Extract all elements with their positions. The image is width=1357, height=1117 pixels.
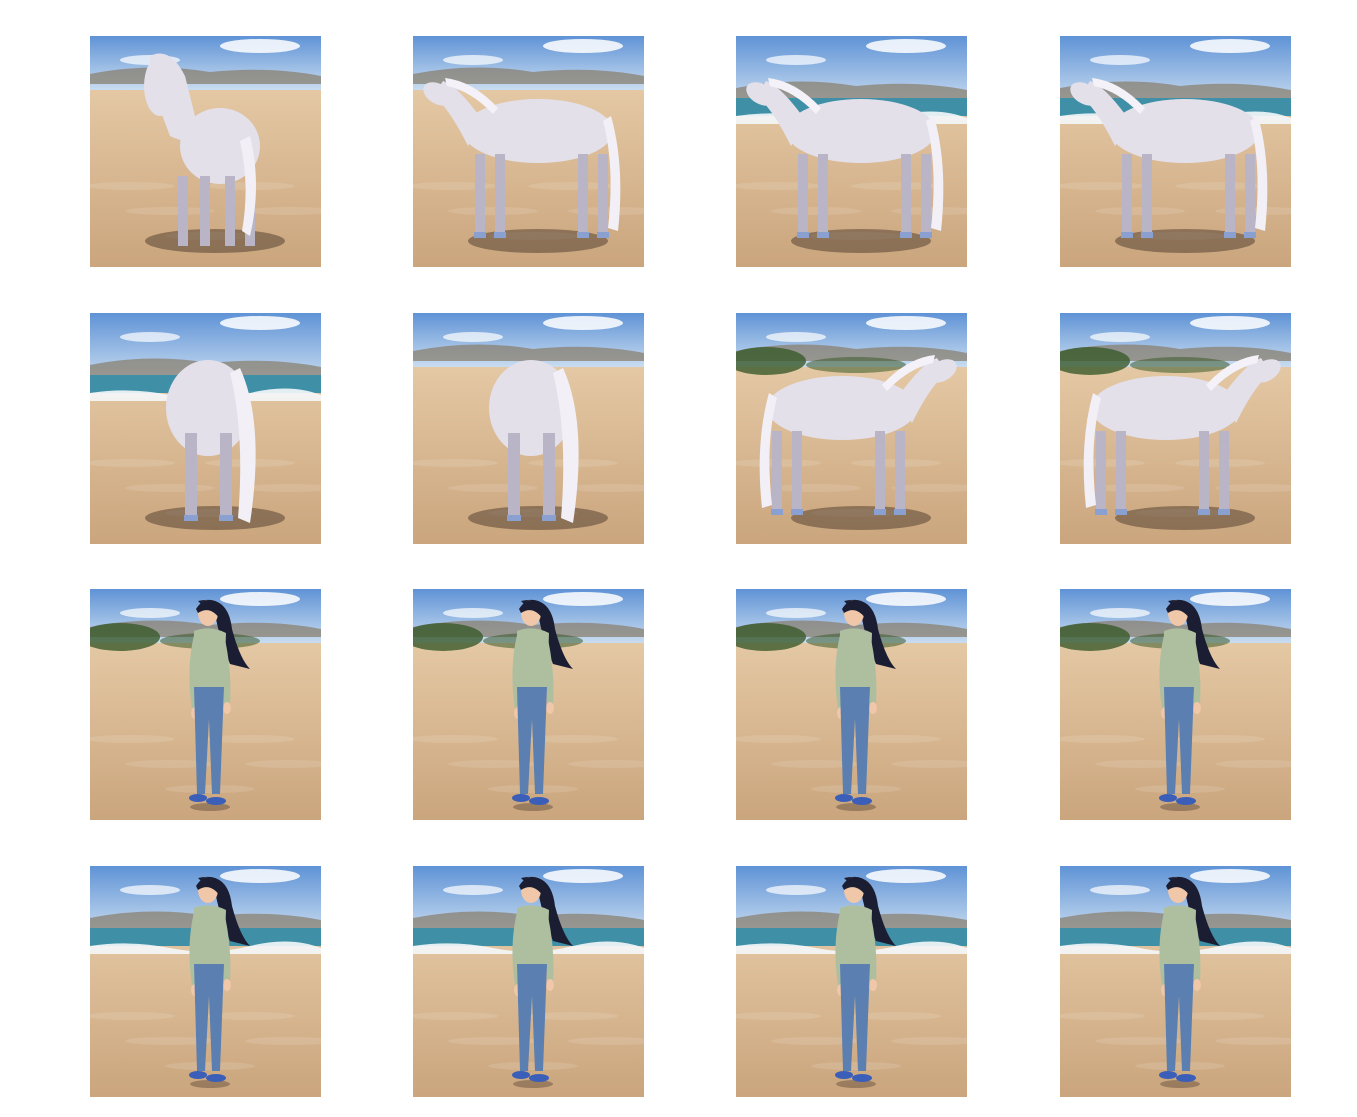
woman-figure <box>189 876 250 1088</box>
image-tile-horse-r1c4 <box>1060 36 1291 267</box>
image-tile-woman-r3c2 <box>413 589 644 820</box>
woman-figure <box>835 876 896 1088</box>
woman-render-image <box>413 866 644 1097</box>
image-tile-woman-r4c1 <box>90 866 321 1097</box>
woman-render-image <box>90 589 321 820</box>
image-tile-horse-r1c2 <box>413 36 644 267</box>
horse-render-image <box>736 36 967 267</box>
woman-render-image <box>1060 589 1291 820</box>
horse-render-image <box>413 313 644 544</box>
woman-figure <box>1159 876 1220 1088</box>
horse-render-image <box>90 36 321 267</box>
image-tile-horse-r2c1 <box>90 313 321 544</box>
woman-figure <box>835 599 896 811</box>
image-tile-woman-r3c1 <box>90 589 321 820</box>
horse-figure <box>144 53 285 253</box>
woman-render-image <box>736 866 967 1097</box>
woman-figure <box>512 599 573 811</box>
image-tile-woman-r4c2 <box>413 866 644 1097</box>
woman-render-image <box>413 589 644 820</box>
horse-figure <box>1070 78 1268 253</box>
woman-figure <box>512 876 573 1088</box>
horse-figure <box>145 360 285 530</box>
woman-render-image <box>90 866 321 1097</box>
horse-figure <box>759 355 957 530</box>
image-tile-woman-r3c3 <box>736 589 967 820</box>
woman-figure <box>1159 599 1220 811</box>
image-tile-horse-r2c3 <box>736 313 967 544</box>
woman-render-image <box>736 589 967 820</box>
horse-render-image <box>90 313 321 544</box>
image-tile-woman-r4c4 <box>1060 866 1291 1097</box>
woman-render-image <box>1060 866 1291 1097</box>
image-tile-woman-r3c4 <box>1060 589 1291 820</box>
image-tile-woman-r4c3 <box>736 866 967 1097</box>
horse-figure <box>746 78 944 253</box>
horse-render-image <box>1060 313 1291 544</box>
horse-render-image <box>736 313 967 544</box>
horse-figure <box>468 360 608 530</box>
image-tile-horse-r1c1 <box>90 36 321 267</box>
image-tile-horse-r2c4 <box>1060 313 1291 544</box>
horse-figure <box>423 78 621 253</box>
horse-render-image <box>1060 36 1291 267</box>
woman-figure <box>189 599 250 811</box>
image-tile-horse-r1c3 <box>736 36 967 267</box>
horse-render-image <box>413 36 644 267</box>
horse-figure <box>1083 355 1281 530</box>
image-tile-horse-r2c2 <box>413 313 644 544</box>
